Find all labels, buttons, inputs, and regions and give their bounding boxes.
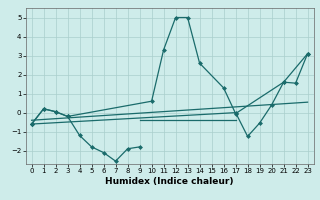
X-axis label: Humidex (Indice chaleur): Humidex (Indice chaleur) [105, 177, 234, 186]
